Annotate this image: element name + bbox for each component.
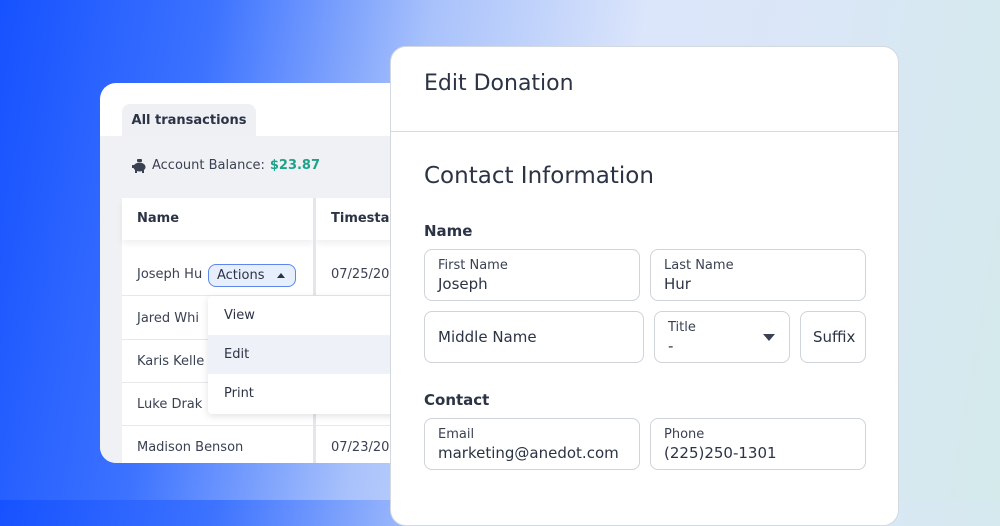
table-row[interactable]: Madison Benson 07/23/20 (122, 426, 410, 463)
divider (391, 131, 898, 132)
field-placeholder: Middle Name (438, 328, 537, 346)
title-select[interactable]: Title - (654, 311, 790, 363)
table-row[interactable]: Joseph Hu 07/25/20 (122, 253, 410, 296)
row-timestamp: 07/25/20 (331, 267, 390, 282)
account-balance: Account Balance: $23.87 (132, 158, 320, 173)
field-label: Email (438, 427, 475, 442)
phone-field[interactable]: Phone (225)250-1301 (650, 418, 866, 470)
column-header-timestamp[interactable]: Timesta (316, 198, 410, 240)
caret-up-icon (277, 273, 285, 278)
field-label: Title (668, 320, 696, 335)
actions-label: Actions (217, 268, 265, 283)
first-name-field[interactable]: First Name Joseph (424, 249, 640, 301)
actions-button[interactable]: Actions (208, 264, 296, 287)
field-value: Joseph (438, 275, 488, 293)
row-name: Karis Kelle (137, 354, 205, 369)
field-placeholder: Suffix (813, 328, 856, 346)
table-row[interactable]: Luke Drak (122, 383, 410, 426)
row-timestamp: 07/23/20 (331, 440, 390, 455)
field-label: Phone (664, 427, 705, 442)
modal-title: Edit Donation (424, 71, 574, 96)
field-value: - (668, 337, 674, 355)
actions-menu: View Edit Print (208, 296, 410, 414)
last-name-field[interactable]: Last Name Hur (650, 249, 866, 301)
field-label: First Name (438, 258, 508, 273)
tab-all-transactions[interactable]: All transactions (122, 104, 256, 137)
contact-label: Contact (424, 391, 490, 409)
menu-item-print[interactable]: Print (224, 386, 254, 401)
row-name: Joseph Hu (137, 267, 203, 282)
balance-label: Account Balance: (152, 158, 265, 173)
row-name: Madison Benson (137, 440, 244, 455)
section-title: Contact Information (424, 163, 654, 189)
field-label: Last Name (664, 258, 734, 273)
middle-name-field[interactable]: Middle Name (424, 311, 644, 363)
menu-item-view[interactable]: View (224, 308, 255, 323)
piggy-bank-icon (132, 158, 146, 173)
column-header-name[interactable]: Name (122, 198, 313, 240)
row-name: Luke Drak (137, 397, 203, 412)
field-value: Hur (664, 275, 691, 293)
balance-value: $23.87 (269, 158, 321, 173)
field-value: (225)250-1301 (664, 444, 777, 462)
field-value: marketing@anedot.com (438, 444, 619, 462)
name-label: Name (424, 222, 473, 240)
caret-down-icon (763, 334, 775, 341)
transactions-card: All transactions Account Balance: $23.87… (100, 83, 410, 463)
menu-item-edit[interactable]: Edit (208, 335, 410, 374)
suffix-field[interactable]: Suffix (800, 311, 866, 363)
edit-donation-modal: Edit Donation Contact Information Name F… (390, 46, 899, 526)
email-field[interactable]: Email marketing@anedot.com (424, 418, 640, 470)
row-name: Jared Whi (137, 311, 199, 326)
